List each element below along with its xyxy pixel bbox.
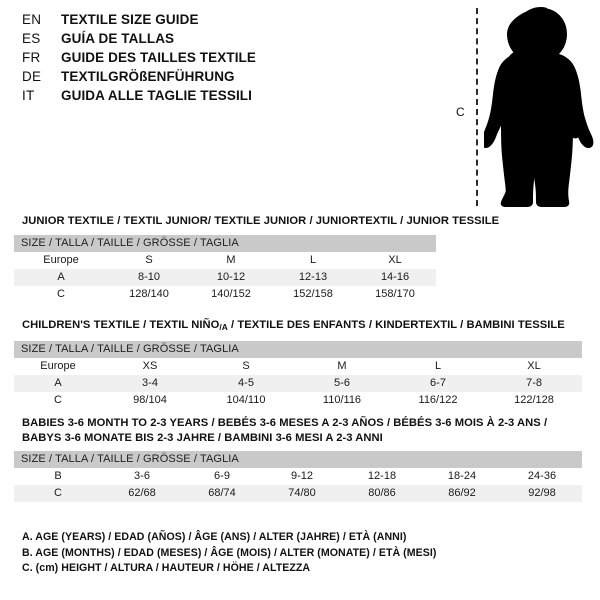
table-band-row: SIZE / TALLA / TAILLE / GRÖSSE / TAGLIA [14,234,437,252]
height-measurement-label: C [456,105,465,119]
table-cell: 14-16 [354,268,437,286]
babies-size-table: SIZE / TALLA / TAILLE / GRÖSSE / TAGLIA … [14,451,582,502]
junior-size-table: SIZE / TALLA / TAILLE / GRÖSSE / TAGLIA … [14,234,437,303]
row-label: Europe [14,251,108,269]
language-row-es: ES GUÍA DE TALLAS [22,31,442,50]
table-cell: 158/170 [354,285,437,303]
table-row: Europe S M L XL [14,251,437,269]
table-cell: 6-7 [390,374,486,392]
table-cell: L [272,251,354,269]
section-babies-textile: BABIES 3-6 MONTH TO 2-3 YEARS / BEBÉS 3-… [0,416,582,502]
table-cell: XL [354,251,437,269]
table-cell: 128/140 [108,285,190,303]
table-row: C 62/68 68/74 74/80 80/86 86/92 92/98 [14,485,582,502]
legend-line-c: C. (cm) HEIGHT / ALTURA / HAUTEUR / HÖHE… [22,562,311,574]
table-cell: 3-4 [102,374,198,392]
table-row: C 128/140 140/152 152/158 158/170 [14,285,437,303]
table-cell: 10-12 [190,268,272,286]
table-cell: 68/74 [182,485,262,502]
table-cell: 24-36 [502,468,582,485]
language-code: FR [22,50,41,65]
section-title-post: / TEXTILE DES ENFANTS / KINDERTEXTIL / B… [227,319,565,331]
table-row: B 3-6 6-9 9-12 12-18 18-24 24-36 [14,468,582,485]
size-band-label: SIZE / TALLA / TAILLE / GRÖSSE / TAGLIA [14,234,437,252]
row-label: C [14,285,108,303]
legend: A. AGE (YEARS) / EDAD (AÑOS) / ÂGE (ANS)… [22,530,502,577]
row-label: C [14,391,102,409]
row-label: A [14,268,108,286]
section-title-subscript: /A [219,322,228,332]
language-title: GUIDE DES TAILLES TEXTILE [61,50,257,65]
table-cell: 4-5 [198,374,294,392]
table-row: A 8-10 10-12 12-13 14-16 [14,268,437,286]
toddler-silhouette-icon [484,7,594,207]
table-cell: 116/122 [390,391,486,409]
height-measurement-figure: C [440,0,600,215]
row-label: B [14,468,102,485]
language-title: TEXTILGRÖßENFÜHRUNG [61,69,235,84]
children-size-table: SIZE / TALLA / TAILLE / GRÖSSE / TAGLIA … [14,340,583,409]
size-band-label: SIZE / TALLA / TAILLE / GRÖSSE / TAGLIA [14,451,582,468]
table-cell: M [294,357,390,375]
language-title: TEXTILE SIZE GUIDE [61,12,199,27]
language-code: EN [22,12,42,27]
section-title-pre: CHILDREN'S TEXTILE / TEXTIL NIÑO [22,319,220,331]
table-cell: 110/116 [294,391,390,409]
language-title-list: EN TEXTILE SIZE GUIDE ES GUÍA DE TALLAS … [22,12,442,107]
table-cell: 18-24 [422,468,502,485]
legend-line-a: A. AGE (YEARS) / EDAD (AÑOS) / ÂGE (ANS)… [22,531,407,543]
language-row-de: DE TEXTILGRÖßENFÜHRUNG [22,69,442,88]
row-label: C [14,485,102,502]
table-cell: 140/152 [190,285,272,303]
table-cell: 80/86 [342,485,422,502]
table-cell: 8-10 [108,268,190,286]
legend-line-b: B. AGE (MONTHS) / EDAD (MESES) / ÂGE (MO… [22,546,437,559]
row-label: A [14,374,102,392]
language-code: IT [22,88,35,103]
table-row: A 3-4 4-5 5-6 6-7 7-8 [14,374,583,392]
language-title: GUIDA ALLE TAGLIE TESSILI [61,88,252,103]
language-row-fr: FR GUIDE DES TAILLES TEXTILE [22,50,442,69]
table-band-row: SIZE / TALLA / TAILLE / GRÖSSE / TAGLIA [14,340,583,358]
section-children-textile: CHILDREN'S TEXTILE / TEXTIL NIÑO/A / TEX… [0,318,583,409]
table-band-row: SIZE / TALLA / TAILLE / GRÖSSE / TAGLIA [14,451,582,468]
table-cell: 62/68 [102,485,182,502]
row-label: Europe [14,357,102,375]
table-cell: 98/104 [102,391,198,409]
table-cell: 3-6 [102,468,182,485]
section-junior-textile: JUNIOR TEXTILE / TEXTIL JUNIOR/ TEXTILE … [0,214,499,303]
size-band-label: SIZE / TALLA / TAILLE / GRÖSSE / TAGLIA [14,340,583,358]
table-cell: L [390,357,486,375]
table-cell: 6-9 [182,468,262,485]
table-cell: 92/98 [502,485,582,502]
section-title-line-1: BABIES 3-6 MONTH TO 2-3 YEARS / BEBÉS 3-… [22,417,548,429]
table-cell: 12-18 [342,468,422,485]
table-cell: S [108,251,190,269]
language-code: DE [22,69,42,84]
table-cell: 104/110 [198,391,294,409]
language-row-en: EN TEXTILE SIZE GUIDE [22,12,442,31]
table-row: C 98/104 104/110 110/116 116/122 122/128 [14,391,583,409]
table-cell: 122/128 [486,391,583,409]
section-title: CHILDREN'S TEXTILE / TEXTIL NIÑO/A / TEX… [0,318,582,335]
table-row: Europe XS S M L XL [14,357,583,375]
table-cell: 74/80 [262,485,342,502]
table-cell: M [190,251,272,269]
language-code: ES [22,31,41,46]
table-cell: XL [486,357,583,375]
table-cell: S [198,357,294,375]
section-title-line-2: BABYS 3-6 MONATE BIS 2-3 JAHRE / BAMBINI… [22,431,383,444]
table-cell: 86/92 [422,485,502,502]
table-cell: 152/158 [272,285,354,303]
table-cell: 5-6 [294,374,390,392]
language-title: GUÍA DE TALLAS [61,31,175,46]
height-guide-dashed-line [476,8,478,206]
language-row-it: IT GUIDA ALLE TAGLIE TESSILI [22,88,442,107]
table-cell: 12-13 [272,268,354,286]
table-cell: 9-12 [262,468,342,485]
table-cell: XS [102,357,198,375]
table-cell: 7-8 [486,374,583,392]
section-title: JUNIOR TEXTILE / TEXTIL JUNIOR/ TEXTILE … [22,215,500,227]
